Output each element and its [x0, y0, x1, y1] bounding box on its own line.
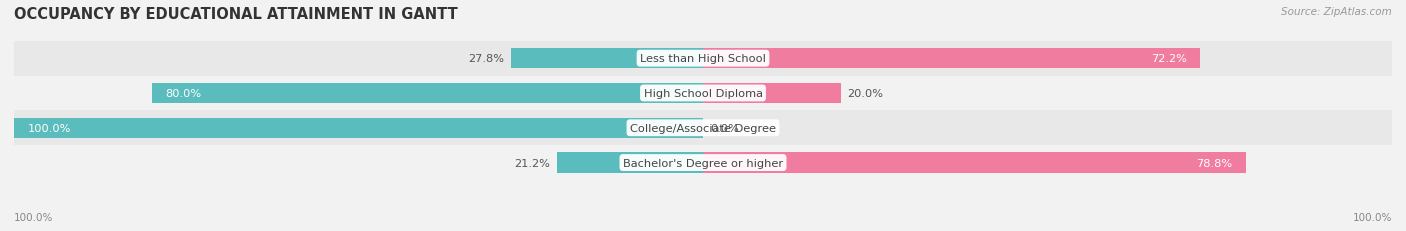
Bar	[14, 111, 1392, 146]
Bar	[14, 42, 1392, 76]
Bar	[703, 49, 1201, 69]
Text: Less than High School: Less than High School	[640, 54, 766, 64]
Text: OCCUPANCY BY EDUCATIONAL ATTAINMENT IN GANTT: OCCUPANCY BY EDUCATIONAL ATTAINMENT IN G…	[14, 7, 458, 22]
Text: 27.8%: 27.8%	[468, 54, 505, 64]
Bar	[703, 84, 841, 104]
Text: 0.0%: 0.0%	[710, 123, 738, 133]
Bar	[557, 153, 703, 173]
Bar	[14, 146, 1392, 180]
Text: 100.0%: 100.0%	[14, 212, 53, 222]
Text: 80.0%: 80.0%	[166, 88, 201, 99]
Text: 21.2%: 21.2%	[515, 158, 550, 168]
Bar	[14, 118, 703, 138]
Bar	[152, 84, 703, 104]
Text: 100.0%: 100.0%	[28, 123, 72, 133]
Bar	[512, 49, 703, 69]
Text: Source: ZipAtlas.com: Source: ZipAtlas.com	[1281, 7, 1392, 17]
Text: 100.0%: 100.0%	[1353, 212, 1392, 222]
Bar	[703, 153, 1246, 173]
Bar	[14, 76, 1392, 111]
Text: 20.0%: 20.0%	[848, 88, 884, 99]
Text: College/Associate Degree: College/Associate Degree	[630, 123, 776, 133]
Text: High School Diploma: High School Diploma	[644, 88, 762, 99]
Text: Bachelor's Degree or higher: Bachelor's Degree or higher	[623, 158, 783, 168]
Text: 78.8%: 78.8%	[1197, 158, 1232, 168]
Text: 72.2%: 72.2%	[1150, 54, 1187, 64]
